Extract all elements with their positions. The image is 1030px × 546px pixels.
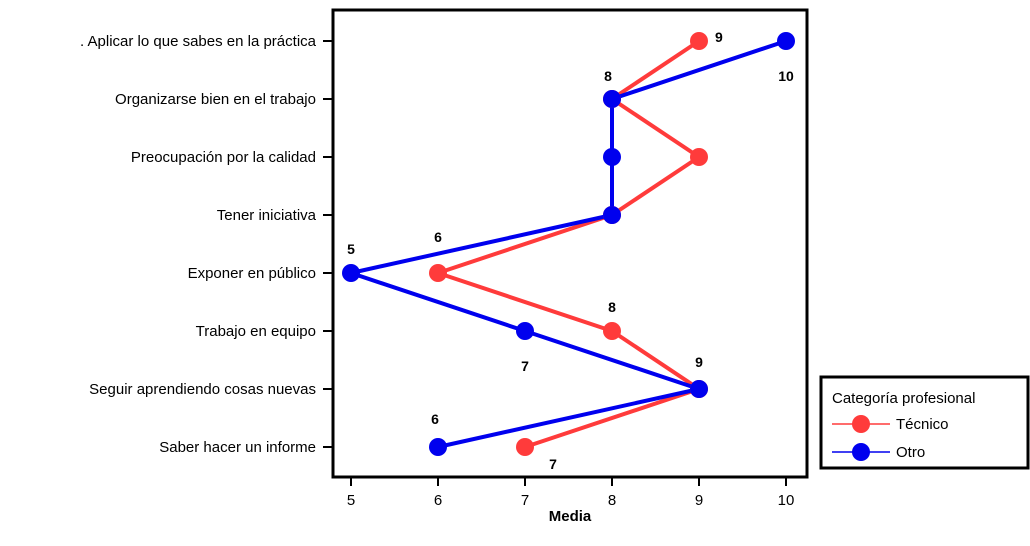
category-label: . Aplicar lo que sabes en la práctica xyxy=(80,33,317,50)
plot-frame xyxy=(331,8,809,479)
legend-items: Técnico Otro xyxy=(832,415,949,461)
data-label: 8 xyxy=(608,299,616,315)
data-label: 6 xyxy=(434,229,442,245)
data-point xyxy=(603,206,621,224)
x-axis-title: Media xyxy=(549,508,592,525)
category-label: Trabajo en equipo xyxy=(196,323,316,340)
category-label: Preocupación por la calidad xyxy=(131,149,316,166)
category-label: Tener iniciativa xyxy=(217,207,317,224)
legend-title: Categoría profesional xyxy=(832,390,975,407)
series-line xyxy=(436,39,701,449)
data-label: 10 xyxy=(778,68,794,84)
legend: Categoría profesional Técnico Otro xyxy=(819,375,1030,470)
data-point xyxy=(690,148,708,166)
data-labels: 9 6 8 7 10 8 5 7 9 6 xyxy=(347,29,794,472)
legend-label: Otro xyxy=(896,444,925,461)
data-point xyxy=(603,90,621,108)
x-tick-label: 7 xyxy=(521,492,529,509)
category-labels: . Aplicar lo que sabes en la práctica Org… xyxy=(80,33,333,456)
category-label: Organizarse bien en el trabajo xyxy=(115,91,316,108)
series-layer xyxy=(342,32,795,456)
data-label: 6 xyxy=(431,411,439,427)
x-tick-label: 10 xyxy=(778,492,795,509)
legend-marker xyxy=(852,443,870,461)
data-point xyxy=(516,322,534,340)
data-label: 5 xyxy=(347,241,355,257)
series-line xyxy=(349,39,787,449)
data-label: 9 xyxy=(695,354,703,370)
data-label: 9 xyxy=(715,29,723,45)
x-tick-label: 5 xyxy=(347,492,355,509)
data-label: 7 xyxy=(521,358,529,374)
data-point xyxy=(516,438,534,456)
category-label: Saber hacer un informe xyxy=(159,439,316,456)
data-label: 7 xyxy=(549,456,557,472)
x-axis-ticks: 5 6 7 8 9 10 xyxy=(347,477,795,509)
category-label: Exponer en público xyxy=(188,265,316,282)
data-point xyxy=(603,148,621,166)
data-point xyxy=(777,32,795,50)
data-point xyxy=(429,438,447,456)
data-point xyxy=(429,264,447,282)
data-point xyxy=(342,264,360,282)
data-point xyxy=(603,322,621,340)
data-point xyxy=(690,32,708,50)
legend-label: Técnico xyxy=(896,416,949,433)
x-tick-label: 8 xyxy=(608,492,616,509)
x-tick-label: 9 xyxy=(695,492,703,509)
data-point xyxy=(690,380,708,398)
legend-marker xyxy=(852,415,870,433)
data-label: 8 xyxy=(604,68,612,84)
x-tick-label: 6 xyxy=(434,492,442,509)
category-label: Seguir aprendiendo cosas nuevas xyxy=(89,381,316,398)
